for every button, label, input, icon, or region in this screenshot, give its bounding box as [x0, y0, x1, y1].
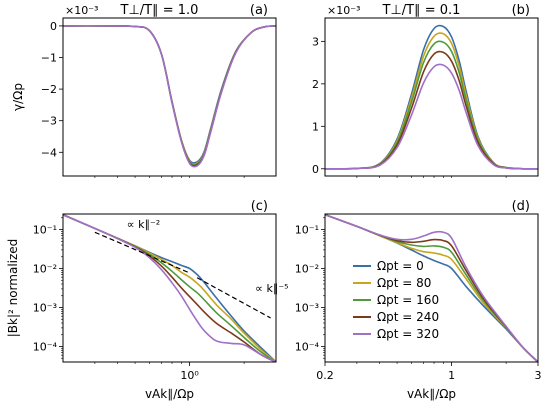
series-line: [63, 25, 276, 168]
y-tick-label: 10⁻⁴: [33, 340, 58, 353]
legend-label: Ωpt = 240: [377, 310, 439, 324]
y-tick-label: 10⁻²: [295, 263, 319, 276]
series-group: [325, 24, 538, 170]
series-line: [325, 63, 538, 170]
x-tick-label: 1: [448, 369, 455, 382]
legend-label: Ωpt = 320: [377, 327, 439, 341]
y-axis-label: γ/Ωp: [11, 83, 25, 111]
series-line: [63, 214, 276, 362]
y-tick-label: 0: [50, 20, 57, 33]
panel-b: 0 1 2 3 (b) T⊥/T∥ = 0.1 ×10⁻³: [312, 3, 539, 178]
y-tick-label: −2: [41, 83, 57, 96]
x-tick-label: 3: [535, 369, 542, 382]
series-line: [325, 40, 538, 170]
y-tick-label: 10⁻¹: [33, 224, 57, 237]
y-tick-label: 3: [312, 35, 319, 48]
y-tick-label: 10⁻¹: [295, 224, 319, 237]
y-axis-label: |Bk|² normalized: [6, 239, 20, 338]
series-line: [63, 25, 276, 167]
panel-title: T⊥/T∥ = 1.0: [120, 3, 199, 18]
y-tick-label: 10⁻³: [33, 301, 57, 314]
series-line: [63, 25, 276, 165]
y-tick-label: −1: [41, 52, 57, 65]
panel-tag: (c): [251, 199, 268, 214]
series-line: [63, 214, 276, 362]
plot-frame: [62, 17, 277, 177]
y-tick-label: 10⁻⁴: [295, 340, 320, 353]
series-line: [63, 214, 276, 362]
panel-c: 10⁻¹ 10⁻² 10⁻³ 10⁻⁴ 10⁰ ∝ k∥⁻² ∝ k∥⁻⁵ (c) |Bk|² …: [6, 199, 289, 401]
series-line: [325, 214, 538, 362]
y-tick-label: 10⁻³: [295, 301, 319, 314]
panel-a: 0 −1 −2 −3 −4 (a) T⊥/T∥ = 1.0 ×10⁻³ γ/Ωp: [11, 3, 277, 178]
series-line: [63, 214, 276, 362]
series-group: [325, 214, 538, 362]
panel-tag: (a): [250, 3, 268, 18]
series-line: [63, 214, 276, 362]
plot-frame: [324, 213, 539, 363]
x-axis-label: vAk∥/Ωp: [407, 387, 456, 401]
series-group: [63, 25, 276, 168]
offset-text: ×10⁻³: [327, 4, 360, 17]
y-tick-label: 2: [312, 78, 319, 91]
x-tick-label: 0.2: [316, 369, 334, 382]
series-line: [63, 25, 276, 166]
y-tick-label: 10⁻²: [33, 263, 57, 276]
x-tick-label: 10⁰: [180, 369, 199, 382]
x-axis-label: vAk∥/Ωp: [145, 387, 194, 401]
series-line: [325, 32, 538, 170]
plot-frame: [62, 213, 277, 363]
scaling-guide-line: [94, 231, 190, 274]
legend-label: Ωpt = 80: [377, 276, 431, 290]
panel-tag: (b): [512, 3, 530, 18]
scaling-guide-line: [196, 277, 271, 319]
y-tick-label: −3: [41, 115, 57, 128]
y-tick-label: 1: [312, 120, 319, 133]
legend-label: Ωpt = 0: [377, 259, 424, 273]
panel-title: T⊥/T∥ = 0.1: [382, 3, 461, 18]
legend: Ωpt = 0 Ωpt = 80 Ωpt = 160 Ωpt = 240 Ωpt = 3…: [353, 259, 439, 341]
y-tick-label: 0: [312, 163, 319, 176]
y-tick-label: −4: [41, 146, 57, 159]
series-group: [63, 214, 276, 362]
offset-text: ×10⁻³: [65, 4, 98, 17]
scaling-annotation: ∝ k∥⁻²: [127, 218, 160, 231]
plot-frame: [324, 17, 539, 177]
panel-tag: (d): [512, 199, 530, 214]
legend-label: Ωpt = 160: [377, 293, 439, 307]
scaling-annotation: ∝ k∥⁻⁵: [255, 282, 288, 295]
